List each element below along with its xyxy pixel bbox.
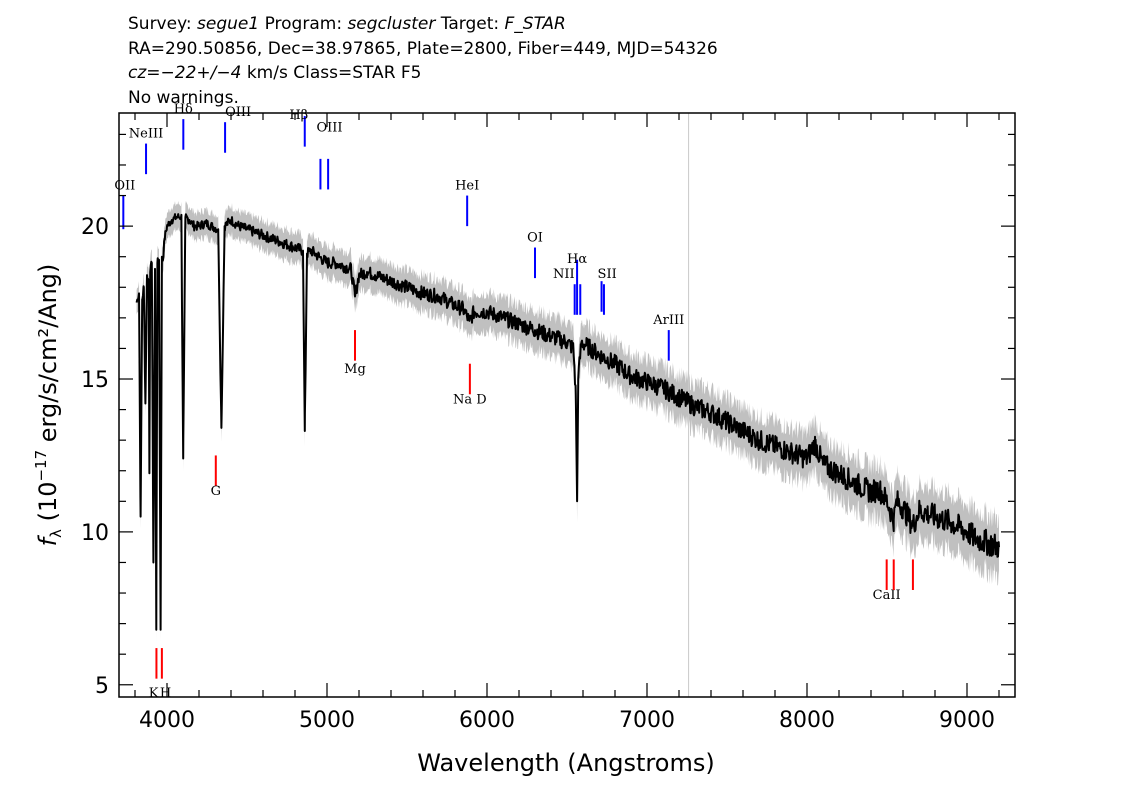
flux-line: [135, 213, 1000, 631]
x-tick-label-2: 6000: [459, 708, 515, 733]
y-axis-label: fλ (10−17 erg/s/cm²/Ang): [32, 264, 65, 547]
line-label-8: OI: [527, 230, 543, 245]
header-line-1-part-4: Target:: [435, 14, 504, 34]
line-label-4: Hβ: [289, 108, 308, 123]
header-line-4: No warnings.: [128, 88, 239, 108]
line-label-9: NII: [553, 267, 575, 282]
line-label-20: CaII: [873, 588, 901, 603]
axis-ticks: 4000 5000 6000 7000 8000 9000 5 10 15 20: [81, 113, 1015, 733]
y-tick-label-3: 20: [81, 215, 109, 240]
y-label-subscript: λ: [47, 529, 65, 538]
plot-frame: [118, 112, 1016, 698]
line-label-0: OII: [114, 178, 135, 193]
header-line-1: Survey: segue1 Program: segcluster Targe…: [128, 14, 566, 34]
header-line-1-part-0: Survey:: [128, 14, 197, 34]
header-line-1-part-2: Program:: [259, 14, 347, 34]
line-label-7: HeI: [455, 178, 479, 193]
header-line-1-part-1: segue1: [197, 14, 259, 34]
line-label-5: OIII: [316, 120, 342, 135]
plot-border: [118, 112, 1016, 698]
header-line-3-part-2: km/s Class=STAR F5: [241, 63, 421, 83]
y-label-units: erg/s/cm²/Ang): [34, 264, 62, 450]
line-label-17: G: [211, 484, 221, 499]
flux-series: [135, 213, 1000, 631]
line-label-15: K: [149, 686, 159, 701]
line-label-14: ArIII: [652, 313, 684, 328]
header-line-1-part-3: segcluster: [347, 14, 436, 34]
x-tick-label-5: 9000: [939, 708, 995, 733]
line-label-1: NeIII: [129, 126, 163, 141]
line-label-18: Mg: [344, 362, 366, 377]
y-label-prefix: (10: [34, 482, 62, 530]
x-tick-label-0: 4000: [139, 708, 195, 733]
line-label-16: H: [160, 686, 171, 701]
chart-header: Survey: segue1 Program: segcluster Targe…: [128, 14, 718, 108]
x-axis-label: Wavelength (Angstroms): [417, 749, 714, 777]
line-label-19: Na D: [453, 392, 487, 407]
y-tick-label-0: 5: [95, 674, 109, 699]
header-line-3-part-0: cz=: [128, 63, 161, 83]
x-tick-label-4: 8000: [779, 708, 835, 733]
line-label-10: Hα: [567, 252, 587, 267]
x-tick-label-3: 7000: [619, 708, 675, 733]
y-tick-label-1: 10: [81, 521, 109, 546]
header-line-1-part-5: F_STAR: [505, 14, 566, 34]
header-line-3-part-1: −22+/−4: [161, 63, 242, 83]
line-label-12: SII: [598, 267, 617, 282]
header-line-3: cz=−22+/−4 km/s Class=STAR F5: [128, 63, 422, 83]
y-label-exponent: −17: [32, 450, 50, 482]
header-line-2: RA=290.50856, Dec=38.97865, Plate=2800, …: [128, 39, 718, 59]
line-label-2: Hδ: [174, 102, 193, 117]
y-tick-label-2: 15: [81, 368, 109, 393]
x-tick-label-1: 5000: [299, 708, 355, 733]
